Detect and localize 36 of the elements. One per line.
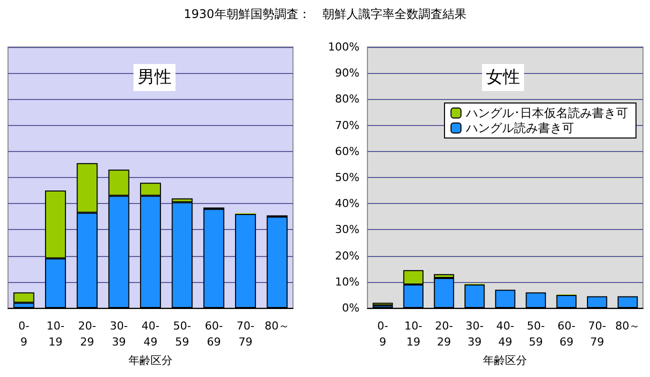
x-axis-title: 年齢区分 [483, 354, 528, 367]
text: 女性 [486, 68, 520, 88]
y-tick-label: 50% [334, 171, 360, 184]
x-tick-label: 10-19 [46, 320, 65, 348]
x-tick-label: 50-59 [526, 320, 545, 348]
y-tick-label: 70% [334, 118, 360, 132]
x-tick-label: 0-9 [18, 320, 30, 348]
x-tick-label: 70-79 [236, 320, 255, 348]
text: 男性 [138, 68, 172, 88]
x-tick-label: 20-29 [435, 320, 454, 348]
x-tick-label: 10-19 [404, 320, 422, 348]
x-tick-label: 60-69 [204, 320, 223, 348]
y-tick-label: 20% [334, 249, 360, 262]
x-tick-label: 80～ [615, 320, 640, 332]
x-tick-label: 30-39 [110, 320, 128, 348]
x-tick-label: 60-69 [557, 320, 576, 348]
y-tick-label: 40% [334, 197, 360, 210]
y-tick-label: 10% [334, 275, 360, 288]
legend-label: ハングル･日本仮名読み書き可 [465, 106, 628, 120]
x-tick-label: 40-49 [142, 320, 160, 348]
y-tick-label: 100% [328, 40, 360, 54]
text: 1930年朝鮮国勢調査： 朝鮮人識字率全数調査結果 [182, 6, 468, 23]
x-tick-label: 30-39 [466, 320, 484, 348]
y-tick-label: 0% [342, 302, 360, 314]
x-tick-label: 40-49 [496, 320, 514, 348]
x-tick-label: 0-9 [377, 320, 388, 348]
x-tick-label: 50-59 [173, 320, 192, 348]
y-tick-label: 90% [334, 66, 360, 80]
y-tick-label: 80% [334, 92, 360, 106]
x-axis-title: 年齢区分 [128, 354, 172, 367]
y-tick-label: 30% [334, 223, 360, 236]
legend-label: ハングル読み書き可 [465, 121, 574, 135]
x-tick-label: 80～ [264, 320, 290, 332]
x-tick-label: 70-79 [588, 320, 606, 348]
x-tick-label: 20-29 [78, 320, 96, 348]
y-tick-label: 60% [334, 144, 360, 158]
